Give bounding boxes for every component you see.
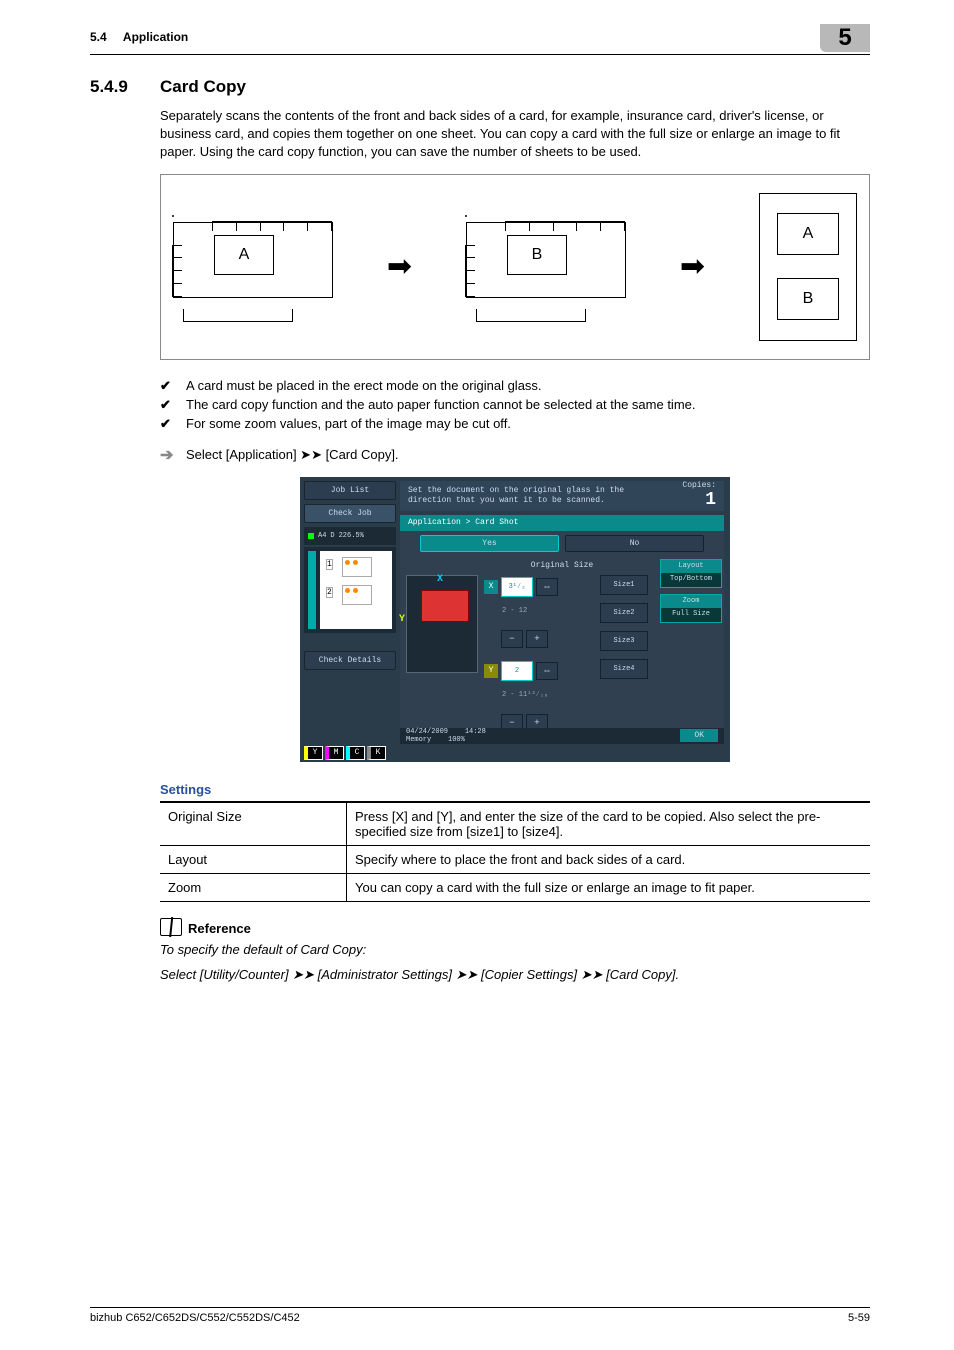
ui-time: 14:28 <box>465 728 486 736</box>
size2-button[interactable]: Size2 <box>600 603 648 623</box>
layout-heading: Layout <box>661 560 721 573</box>
reference-title: Reference <box>188 921 251 936</box>
y-range: 2 - 11¹³⁄₁₆ <box>484 691 548 699</box>
toner-y-icon: Y <box>304 746 323 760</box>
ui-bottom-bar: 04/24/2009 14:28 Memory 100% OK <box>400 728 724 744</box>
reference-header: Reference <box>160 918 870 936</box>
setting-desc: Press [X] and [Y], and enter the size of… <box>347 802 871 846</box>
ui-copies-label: Copies: <box>682 481 716 490</box>
toner-k-icon: K <box>367 746 386 760</box>
note-item: For some zoom values, part of the image … <box>160 416 870 431</box>
check-job-button[interactable]: Check Job <box>304 504 396 523</box>
ui-date: 04/24/2009 <box>406 728 448 736</box>
reference-line: To specify the default of Card Copy: <box>160 940 870 960</box>
ui-message-bar: Set the document on the original glass i… <box>400 481 724 511</box>
check-details-button[interactable]: Check Details <box>304 651 396 670</box>
navigation-instruction: Select [Application] ➤➤ [Card Copy]. <box>160 447 870 463</box>
ui-breadcrumb: Application > Card Shot <box>400 515 724 531</box>
ui-orientation: D <box>330 532 334 540</box>
section-title: Card Copy <box>160 77 246 97</box>
x-axis-label: X <box>437 574 443 585</box>
copier-ui-screenshot: Set the document on the original glass i… <box>300 477 730 762</box>
table-row: Zoom You can copy a card with the full s… <box>160 873 870 901</box>
x-field-value: 3¹⁄₂ <box>501 577 533 597</box>
card-b-on-glass: B <box>507 235 567 275</box>
chapter-badge: 5 <box>820 24 870 52</box>
ui-memory-value: 100% <box>448 736 465 744</box>
output-back: B <box>777 278 839 320</box>
x-field-label[interactable]: X <box>484 580 498 594</box>
header-section-num: 5.4 <box>90 30 107 44</box>
setting-name: Zoom <box>160 873 347 901</box>
note-item: The card copy function and the auto pape… <box>160 397 870 412</box>
reference-line: Select [Utility/Counter] ➤➤ [Administrat… <box>160 965 870 985</box>
scanner-front: A <box>173 212 333 322</box>
y-swap-button[interactable]: ⇔ <box>536 662 558 680</box>
y-field-label[interactable]: Y <box>484 664 498 678</box>
ui-status-bar: A4 D 226.5% <box>304 527 396 545</box>
tab-yes[interactable]: Yes <box>420 535 559 552</box>
page-footer: bizhub C652/C652DS/C552/C552DS/C452 5-59 <box>90 1307 870 1324</box>
setting-name: Layout <box>160 845 347 873</box>
x-range: 2 - 12 <box>484 607 527 615</box>
arrow-icon: ➡ <box>387 249 412 284</box>
ui-dimension-preview: X Y <box>406 575 478 673</box>
book-icon <box>160 918 182 936</box>
header-section-title: Application <box>123 30 188 44</box>
ui-message-text: Set the document on the original glass i… <box>408 486 661 505</box>
size1-button[interactable]: Size1 <box>600 575 648 595</box>
table-row: Original Size Press [X] and [Y], and ent… <box>160 802 870 846</box>
y-axis-label: Y <box>399 614 405 625</box>
footer-page: 5-59 <box>848 1312 870 1324</box>
output-front: A <box>777 213 839 255</box>
plus-button[interactable]: + <box>526 630 548 648</box>
setting-desc: Specify where to place the front and bac… <box>347 845 871 873</box>
ui-zoom-value: 226.5% <box>339 532 364 540</box>
section-heading: 5.4.9 Card Copy <box>90 77 870 97</box>
toner-c-icon: C <box>346 746 365 760</box>
setting-name: Original Size <box>160 802 347 846</box>
ui-main-panel: Application > Card Shot Yes No Original … <box>400 515 724 744</box>
card-copy-diagram: A ➡ B ➡ A B <box>160 174 870 360</box>
section-number: 5.4.9 <box>90 77 160 97</box>
page-header: 5.4 Application 5 <box>90 30 870 55</box>
ui-paper-size: A4 <box>318 532 326 540</box>
zoom-value: Full Size <box>663 610 719 619</box>
ui-toner-indicators: Y M C K <box>304 746 386 760</box>
job-list-button[interactable]: Job List <box>304 481 396 500</box>
zoom-heading: Zoom <box>661 595 721 608</box>
layout-value: Top/Bottom <box>663 575 719 584</box>
card-a-on-glass: A <box>214 235 274 275</box>
notes-list: A card must be placed in the erect mode … <box>160 378 870 431</box>
x-swap-button[interactable]: ⇔ <box>536 578 558 596</box>
note-item: A card must be placed in the erect mode … <box>160 378 870 393</box>
table-row: Layout Specify where to place the front … <box>160 845 870 873</box>
layout-group[interactable]: Layout Top/Bottom <box>660 559 722 588</box>
footer-model: bizhub C652/C652DS/C552/C552DS/C452 <box>90 1312 300 1324</box>
size3-button[interactable]: Size3 <box>600 631 648 651</box>
settings-heading: Settings <box>160 782 870 797</box>
output-sheet: A B <box>759 193 857 341</box>
scanner-back: B <box>466 212 626 322</box>
zoom-group[interactable]: Zoom Full Size <box>660 594 722 623</box>
intro-paragraph: Separately scans the contents of the fro… <box>160 107 870 162</box>
ui-copies-value: 1 <box>705 490 716 510</box>
minus-button[interactable]: − <box>501 630 523 648</box>
y-field-value: 2 <box>501 661 533 681</box>
arrow-icon: ➡ <box>680 249 705 284</box>
toner-m-icon: M <box>325 746 344 760</box>
ok-button[interactable]: OK <box>680 729 718 742</box>
setting-desc: You can copy a card with the full size o… <box>347 873 871 901</box>
ui-preview: 1 2 <box>304 547 396 633</box>
ui-memory-label: Memory <box>406 736 431 744</box>
size4-button[interactable]: Size4 <box>600 659 648 679</box>
tab-no[interactable]: No <box>565 535 704 552</box>
settings-table: Original Size Press [X] and [Y], and ent… <box>160 801 870 902</box>
